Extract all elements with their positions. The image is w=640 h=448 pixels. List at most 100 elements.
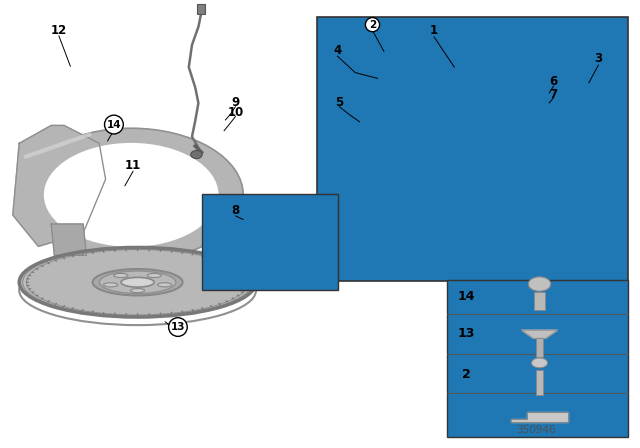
Ellipse shape <box>125 249 127 252</box>
Ellipse shape <box>210 257 212 259</box>
Bar <box>197 4 205 14</box>
Ellipse shape <box>366 113 383 125</box>
Ellipse shape <box>541 79 557 90</box>
Ellipse shape <box>232 297 234 299</box>
Ellipse shape <box>528 277 550 291</box>
Polygon shape <box>236 216 264 258</box>
Ellipse shape <box>470 100 502 120</box>
Text: 13: 13 <box>171 322 185 332</box>
Text: 11: 11 <box>125 159 141 172</box>
Text: 6: 6 <box>550 75 557 88</box>
Polygon shape <box>397 52 536 175</box>
Ellipse shape <box>26 285 29 286</box>
Text: 5: 5 <box>335 95 343 109</box>
Ellipse shape <box>246 278 249 280</box>
Ellipse shape <box>244 275 247 276</box>
Ellipse shape <box>246 282 250 283</box>
Ellipse shape <box>157 283 172 287</box>
Ellipse shape <box>237 294 239 296</box>
Ellipse shape <box>225 262 228 264</box>
Ellipse shape <box>23 249 252 316</box>
Polygon shape <box>13 125 106 246</box>
Ellipse shape <box>241 271 244 273</box>
Ellipse shape <box>63 305 65 308</box>
Ellipse shape <box>26 250 249 315</box>
Ellipse shape <box>93 269 182 296</box>
Text: 12: 12 <box>51 24 67 37</box>
Ellipse shape <box>47 262 50 264</box>
Ellipse shape <box>210 305 212 308</box>
Text: 350946: 350946 <box>516 425 556 435</box>
Ellipse shape <box>81 309 84 312</box>
Text: 2: 2 <box>461 367 470 381</box>
Ellipse shape <box>531 358 548 368</box>
Ellipse shape <box>191 151 202 159</box>
Ellipse shape <box>19 247 256 317</box>
Text: 7: 7 <box>550 87 557 101</box>
Ellipse shape <box>182 310 183 313</box>
Ellipse shape <box>201 307 204 310</box>
Ellipse shape <box>103 250 104 253</box>
Bar <box>536 370 543 395</box>
Ellipse shape <box>182 251 183 254</box>
Text: 14: 14 <box>457 290 475 303</box>
Ellipse shape <box>244 288 247 290</box>
Ellipse shape <box>19 128 243 262</box>
Ellipse shape <box>125 313 127 316</box>
Ellipse shape <box>232 265 234 267</box>
Ellipse shape <box>114 249 115 252</box>
Ellipse shape <box>241 292 244 293</box>
Ellipse shape <box>147 273 161 278</box>
Ellipse shape <box>54 259 57 262</box>
Ellipse shape <box>436 79 479 105</box>
Ellipse shape <box>225 300 228 302</box>
Text: 8: 8 <box>232 204 239 217</box>
Ellipse shape <box>171 311 172 314</box>
Text: 3: 3 <box>595 52 602 65</box>
Ellipse shape <box>218 259 221 262</box>
Ellipse shape <box>237 268 239 270</box>
Ellipse shape <box>201 255 204 258</box>
Ellipse shape <box>72 307 74 310</box>
Polygon shape <box>51 224 86 255</box>
Ellipse shape <box>31 271 35 273</box>
Ellipse shape <box>54 303 57 305</box>
Ellipse shape <box>103 311 104 314</box>
Polygon shape <box>421 54 448 96</box>
Ellipse shape <box>47 300 50 302</box>
Ellipse shape <box>137 248 138 251</box>
Ellipse shape <box>92 251 93 254</box>
Ellipse shape <box>191 253 194 256</box>
Bar <box>317 17 628 281</box>
Text: 4: 4 <box>333 43 341 57</box>
Polygon shape <box>410 172 525 214</box>
Ellipse shape <box>36 268 38 270</box>
Ellipse shape <box>148 313 150 316</box>
Bar <box>536 338 543 357</box>
Ellipse shape <box>121 277 154 287</box>
Ellipse shape <box>44 143 219 247</box>
Polygon shape <box>556 65 586 96</box>
Ellipse shape <box>137 313 138 316</box>
Text: 14: 14 <box>107 120 121 129</box>
Ellipse shape <box>81 253 84 256</box>
Polygon shape <box>511 412 568 422</box>
Ellipse shape <box>92 310 93 313</box>
Polygon shape <box>224 208 253 251</box>
Bar <box>202 194 338 290</box>
Ellipse shape <box>41 265 44 267</box>
Text: 1: 1 <box>430 24 438 37</box>
Text: 2: 2 <box>369 20 376 30</box>
Text: 13: 13 <box>457 327 475 340</box>
Ellipse shape <box>28 275 31 276</box>
Text: 9: 9 <box>232 95 239 109</box>
Ellipse shape <box>148 249 150 252</box>
Ellipse shape <box>31 292 35 293</box>
Ellipse shape <box>72 255 74 258</box>
Polygon shape <box>225 226 252 250</box>
Ellipse shape <box>63 257 65 259</box>
Ellipse shape <box>191 309 194 312</box>
Ellipse shape <box>36 294 38 296</box>
Ellipse shape <box>41 297 44 299</box>
Ellipse shape <box>28 288 31 290</box>
